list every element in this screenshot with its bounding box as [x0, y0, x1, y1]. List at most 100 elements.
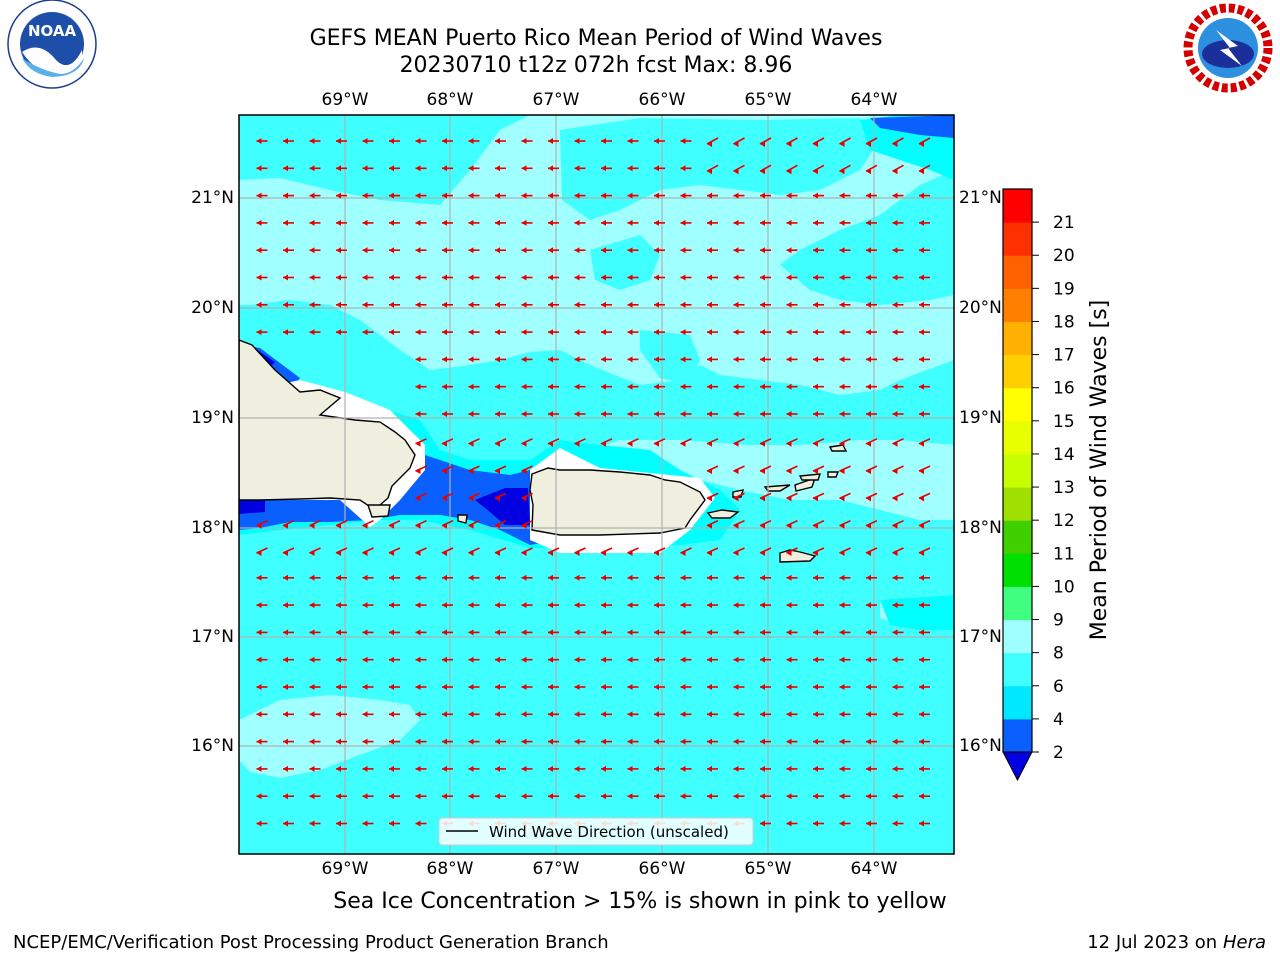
wave-direction-arrow [548, 192, 559, 199]
wave-direction-arrow [336, 738, 347, 745]
footer-date: 12 Jul 2023 on Hera [1087, 932, 1266, 953]
wave-direction-arrow [707, 629, 718, 636]
wave-direction-arrow [813, 219, 824, 226]
wave-direction-arrow [362, 711, 374, 718]
wave-direction-arrow [495, 738, 506, 745]
wave-direction-arrow [574, 574, 586, 581]
wave-direction-arrow [468, 602, 480, 609]
wave-direction-arrow [309, 684, 321, 690]
lon-tick-bottom: 65°W [745, 859, 792, 879]
wave-direction-arrow [813, 765, 824, 772]
lat-tick-right: 18°N [959, 518, 1002, 538]
saona-island [367, 504, 391, 518]
wave-direction-arrow [362, 519, 374, 529]
wave-direction-arrow [256, 684, 268, 690]
wave-direction-arrow [495, 219, 506, 226]
wave-direction-arrow [812, 164, 825, 175]
wave-direction-arrow [574, 274, 586, 281]
wave-direction-arrow [654, 684, 665, 690]
wave-direction-arrow [336, 629, 347, 636]
wave-direction-arrow [786, 356, 798, 363]
wave-direction-arrow [309, 738, 321, 745]
wave-direction-arrow [839, 547, 851, 556]
wave-direction-arrow [415, 711, 427, 718]
wave-direction-arrow [839, 574, 851, 581]
colorbar-segment [1003, 189, 1032, 223]
wave-direction-arrow [866, 301, 877, 308]
wave-direction-arrow [521, 574, 533, 581]
wave-direction-arrow [442, 765, 453, 772]
wave-direction-arrow [866, 656, 877, 663]
wave-direction-arrow [548, 247, 559, 254]
lat-tick-left: 21°N [191, 188, 234, 208]
wave-direction-arrow [813, 602, 824, 609]
wave-direction-arrow [680, 138, 692, 144]
wave-direction-arrow [336, 602, 347, 609]
wave-direction-arrow [680, 329, 692, 336]
hispaniola-land [239, 339, 416, 509]
wave-direction-arrow [415, 138, 427, 144]
lon-tick-top: 66°W [639, 90, 686, 110]
wave-direction-arrow [309, 301, 321, 308]
wave-direction-arrow [839, 301, 851, 308]
mona-island [457, 514, 468, 524]
wave-direction-arrow [415, 329, 427, 336]
wave-direction-arrow [309, 629, 321, 636]
wave-direction-arrow [760, 738, 771, 745]
wave-direction-arrow [812, 519, 825, 529]
wave-direction-arrow [680, 738, 692, 745]
wave-direction-arrow [389, 219, 400, 226]
wave-direction-arrow [521, 602, 533, 609]
wave-direction-arrow [786, 765, 798, 772]
wave-direction-arrow [336, 711, 347, 718]
wave-direction-arrow [389, 247, 400, 254]
wave-direction-arrow [919, 765, 930, 772]
wave-direction-arrow [574, 656, 586, 663]
wave-direction-arrow [494, 547, 507, 556]
wave-direction-arrow [680, 656, 692, 663]
wave-direction-arrow [865, 492, 878, 502]
wave-direction-arrow [919, 192, 930, 199]
wave-direction-arrow [733, 738, 745, 745]
wave-direction-arrow [309, 765, 321, 772]
wave-direction-arrow [442, 301, 453, 308]
wave-direction-arrow [336, 329, 347, 336]
wave-direction-arrow [865, 164, 878, 175]
wave-direction-arrow [362, 684, 374, 690]
wave-direction-arrow [786, 711, 798, 718]
lon-tick-bottom: 68°W [427, 859, 474, 879]
colorbar-segment [1003, 685, 1032, 720]
wave-direction-arrow [786, 574, 798, 581]
wave-direction-arrow [548, 274, 559, 281]
wave-direction-arrow [733, 192, 745, 199]
wave-direction-arrow [336, 793, 347, 800]
wave-direction-arrow [494, 492, 507, 502]
wave-direction-arrow [468, 519, 480, 529]
wave-direction-arrow [919, 274, 930, 281]
wave-direction-arrow [680, 684, 692, 690]
wave-direction-arrow [654, 411, 665, 417]
wave-direction-arrow [813, 656, 824, 663]
wave-direction-arrow [256, 793, 268, 800]
wave-direction-arrow [786, 137, 798, 147]
wave-direction-arrow [521, 274, 533, 281]
wave-direction-arrow [521, 684, 533, 690]
wave-direction-arrow [680, 711, 692, 718]
wave-direction-arrow [415, 629, 427, 636]
wave-direction-arrow [706, 465, 719, 475]
wave-direction-arrow [548, 602, 559, 609]
wave-direction-arrow [866, 602, 877, 609]
wave-direction-arrow [760, 219, 771, 226]
wave-direction-arrow [627, 629, 639, 636]
wave-direction-arrow [654, 574, 665, 581]
wave-direction-arrow [680, 274, 692, 281]
wave-direction-arrow [283, 656, 294, 663]
wave-direction-arrow [309, 574, 321, 581]
wave-direction-arrow [813, 192, 824, 199]
wave-direction-arrow [680, 438, 692, 447]
wave-direction-arrow [283, 684, 294, 690]
wave-direction-arrow [866, 274, 877, 281]
wave-direction-arrow [309, 165, 321, 172]
wave-direction-arrow [654, 165, 665, 172]
wave-direction-arrow [759, 438, 772, 447]
